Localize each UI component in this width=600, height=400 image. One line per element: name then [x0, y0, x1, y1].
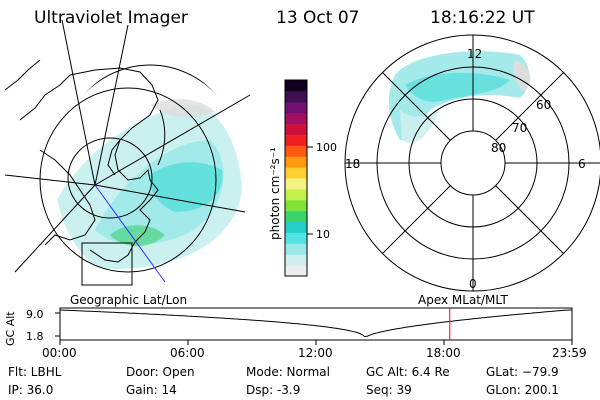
geographic-panel-label: Geographic Lat/Lon — [70, 293, 188, 307]
colorbar-segment — [285, 145, 307, 157]
mlt-label-6: 6 — [578, 157, 586, 171]
mlt-label-0: 0 — [469, 277, 477, 291]
x-tick-2: 12:00 — [298, 346, 333, 360]
colorbar-segment — [285, 80, 307, 92]
colorbar-segment — [285, 199, 307, 212]
colorbar-segment — [285, 156, 307, 168]
x-tick-0: 00:00 — [42, 346, 77, 360]
mlat-label-70: 70 — [512, 121, 527, 135]
status-glon: GLon: 200.1 — [486, 383, 559, 397]
colorbar-segment — [285, 221, 307, 233]
status-dsp: Dsp: -3.9 — [246, 383, 301, 397]
geo-aurora-emission — [55, 99, 242, 269]
x-tick-1: 06:00 — [170, 346, 205, 360]
colorbar-tick-10: 10 — [316, 228, 330, 241]
x-tick-4: 23:59 — [552, 346, 587, 360]
geo-grid — [4, 19, 251, 287]
colorbar-segment — [285, 178, 307, 190]
colorbar-segment — [285, 188, 307, 201]
status-ip: IP: 36.0 — [8, 383, 54, 397]
status-filter: Flt: LBHL — [8, 365, 62, 379]
colorbar-segment — [285, 90, 307, 103]
status-seq: Seq: 39 — [366, 383, 412, 397]
altitude-curve — [59, 309, 572, 338]
polar-panel: 12 18 6 0 60 70 80 — [344, 34, 600, 292]
colorbar-segment — [285, 112, 307, 125]
altitude-plot: 9.0 1.8 GC Alt — [4, 307, 573, 346]
geo-coastline — [4, 59, 166, 286]
colorbar-segment — [285, 265, 307, 277]
colorbar-segment — [285, 123, 307, 135]
mlat-label-80: 80 — [491, 141, 506, 155]
observation-time: 18:16:22 UT — [430, 8, 535, 28]
colorbar-segment — [285, 134, 307, 146]
alt-tick-low: 1.8 — [26, 330, 44, 343]
x-tick-3: 18:00 — [426, 346, 461, 360]
colorbar-segment — [285, 101, 307, 114]
mlt-label-12: 12 — [467, 47, 482, 61]
instrument-title: Ultraviolet Imager — [34, 8, 188, 28]
status-glat: GLat: −79.9 — [486, 365, 559, 379]
colorbar-segment — [285, 243, 307, 255]
status-door: Door: Open — [126, 365, 195, 379]
status-gain: Gain: 14 — [126, 383, 177, 397]
mlt-label-18: 18 — [345, 157, 360, 171]
colorbar-segment — [285, 167, 307, 179]
colorbar-segment — [285, 232, 307, 244]
status-mode: Mode: Normal — [246, 365, 330, 379]
alt-tick-high: 9.0 — [26, 308, 44, 321]
colorbar — [285, 80, 307, 277]
polar-panel-label: Apex MLat/MLT — [418, 293, 508, 307]
colorbar-segment — [285, 254, 307, 266]
observation-date: 13 Oct 07 — [276, 8, 360, 28]
status-gc-alt: GC Alt: 6.4 Re — [366, 365, 450, 379]
mlat-label-60: 60 — [536, 98, 551, 112]
alt-ylabel: GC Alt — [4, 311, 17, 346]
colorbar-unit: photon cm⁻²s⁻¹ — [268, 147, 282, 240]
colorbar-segment — [285, 210, 307, 223]
colorbar-tick-100: 100 — [316, 141, 337, 154]
